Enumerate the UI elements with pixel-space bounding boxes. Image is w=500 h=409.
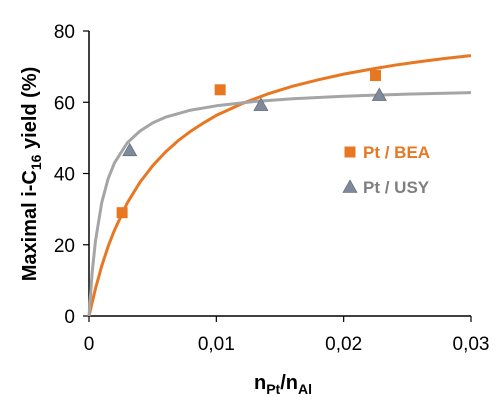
x-tick-label: 0,02: [325, 334, 362, 355]
y-tick-label: 20: [54, 236, 75, 257]
legend-marker: [344, 146, 356, 158]
tick-labels: 0 20 40 60 80 0 0,01 0,02 0,03: [54, 22, 490, 355]
y-tick-label: 40: [54, 165, 75, 186]
x-axis-title: nPt/nAl: [254, 372, 312, 397]
data-points: [116, 70, 387, 219]
x-tick-label: 0,03: [453, 334, 490, 355]
legend-label: Pt / USY: [363, 178, 430, 197]
legend-label: Pt / BEA: [363, 143, 430, 162]
x-tick-label: 0: [84, 334, 95, 355]
x-tick-label: 0,01: [198, 334, 235, 355]
y-tick-label: 80: [54, 22, 75, 43]
data-point: [122, 142, 138, 157]
data-point: [371, 87, 387, 101]
y-axis-title: Maximal i-C16 yield (%): [19, 67, 44, 282]
fit-curve-pt-bea: [87, 54, 472, 317]
data-point: [253, 97, 269, 111]
data-point: [370, 70, 381, 82]
y-tick-label: 0: [64, 307, 75, 328]
legend: Pt / BEA Pt / USY: [342, 143, 430, 197]
fit-curve-pt-usy: [87, 91, 472, 317]
data-point: [214, 84, 226, 96]
fit-curves: [87, 54, 472, 317]
data-point: [116, 207, 128, 219]
legend-marker: [342, 179, 358, 193]
y-tick-label: 60: [54, 93, 75, 114]
